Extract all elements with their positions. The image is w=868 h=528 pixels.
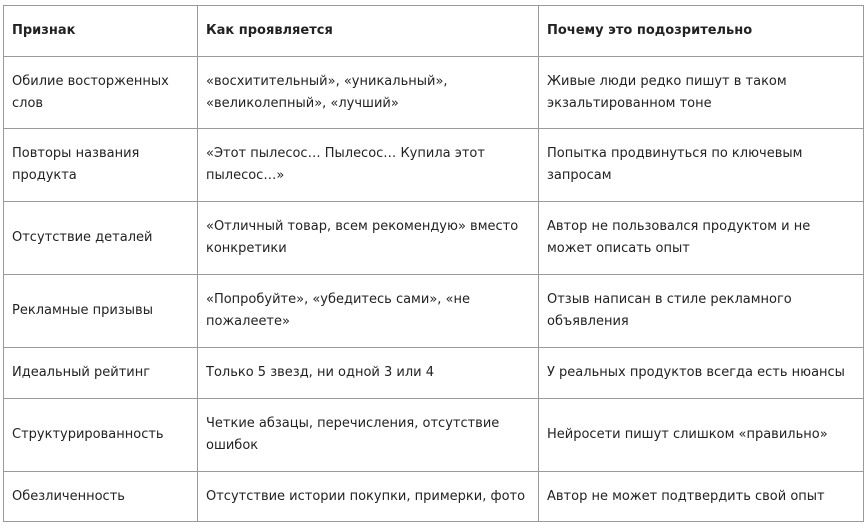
cell-why-suspicious: Живые люди редко пишут в таком экзальтир…	[538, 56, 864, 129]
table-row: Повторы названия продукта «Этот пылесос… …	[3, 128, 864, 202]
cell-why-suspicious: У реальных продуктов всегда есть нюансы	[538, 347, 864, 399]
cell-sign: Идеальный рейтинг	[3, 347, 198, 399]
table-header-row: Признак Как проявляется Почему это подоз…	[3, 5, 864, 57]
cell-manifestation: Отсутствие истории покупки, примерки, фо…	[197, 471, 539, 522]
cell-manifestation: «Попробуйте», «убедитесь сами», «не пожа…	[197, 274, 539, 348]
table-row: Отсутствие деталей «Отличный товар, всем …	[3, 201, 864, 275]
cell-manifestation: «Этот пылесос… Пылесос… Купила этот пыле…	[197, 128, 539, 202]
table-row: Обезличенность Отсутствие истории покупки…	[3, 471, 864, 522]
cell-manifestation: Только 5 звезд, ни одной 3 или 4	[197, 347, 539, 399]
table-row: Структурированность Четкие абзацы, перечи…	[3, 398, 864, 472]
table-row: Обилие восторженных слов «восхитительный»…	[3, 56, 864, 129]
cell-manifestation: «восхитительный», «уникальный», «великол…	[197, 56, 539, 129]
cell-why-suspicious: Отзыв написан в стиле рекламного объявле…	[538, 274, 864, 348]
cell-why-suspicious: Автор не пользовался продуктом и не може…	[538, 201, 864, 275]
cell-why-suspicious: Автор не может подтвердить свой опыт	[538, 471, 864, 522]
table-row: Рекламные призывы «Попробуйте», «убедитес…	[3, 274, 864, 348]
cell-sign: Отсутствие деталей	[3, 201, 198, 275]
signs-table: Признак Как проявляется Почему это подоз…	[3, 5, 864, 522]
cell-why-suspicious: Попытка продвинуться по ключевым запроса…	[538, 128, 864, 202]
table-row: Идеальный рейтинг Только 5 звезд, ни одно…	[3, 347, 864, 399]
cell-sign: Рекламные призывы	[3, 274, 198, 348]
cell-why-suspicious: Нейросети пишут слишком «правильно»	[538, 398, 864, 472]
cell-sign: Обезличенность	[3, 471, 198, 522]
cell-sign: Структурированность	[3, 398, 198, 472]
header-why-suspicious: Почему это подозрительно	[538, 5, 864, 57]
header-manifestation: Как проявляется	[197, 5, 539, 57]
cell-manifestation: Четкие абзацы, перечисления, отсутствие …	[197, 398, 539, 472]
header-sign: Признак	[3, 5, 198, 57]
cell-sign: Обилие восторженных слов	[3, 56, 198, 129]
cell-sign: Повторы названия продукта	[3, 128, 198, 202]
cell-manifestation: «Отличный товар, всем рекомендую» вместо…	[197, 201, 539, 275]
